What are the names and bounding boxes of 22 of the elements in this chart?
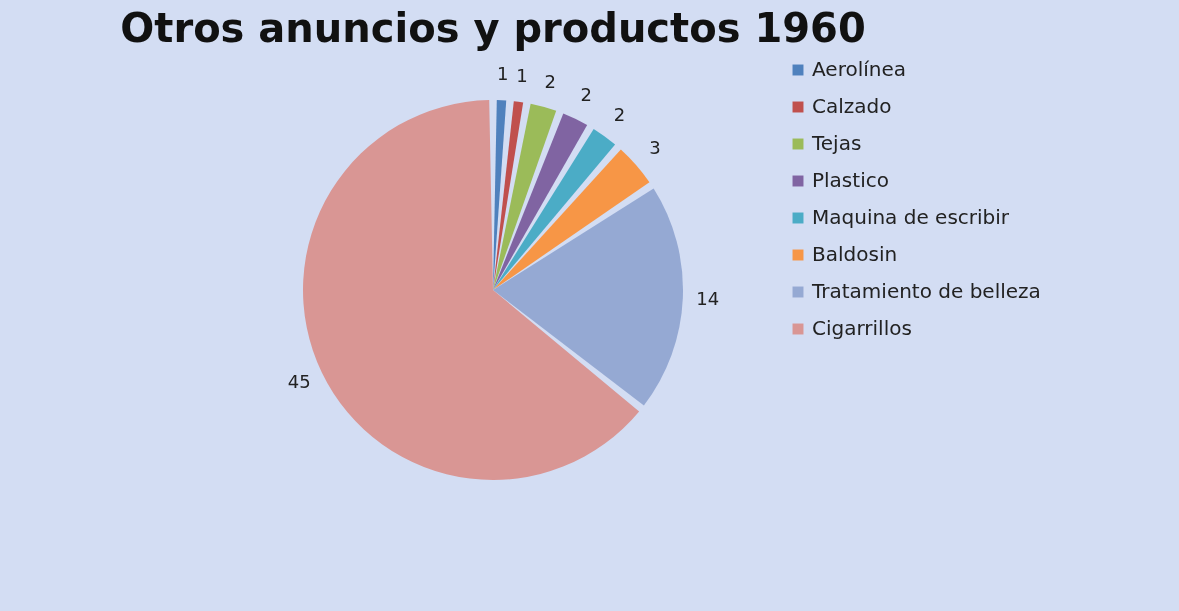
pie-slice [493, 113, 588, 290]
legend-label: Aerolínea [812, 57, 907, 81]
pie-slice [493, 128, 616, 290]
data-label: 1 [496, 63, 509, 85]
data-label: 45 [287, 371, 311, 393]
pie-slice [493, 149, 650, 290]
data-label: 3 [649, 136, 661, 158]
data-label: 2 [613, 104, 626, 126]
legend-label: Calzado [812, 94, 892, 118]
data-label: 2 [580, 84, 593, 106]
chart-title: Otros anuncios y productos 1960 [120, 5, 866, 51]
legend-label: Maquina de escribir [812, 205, 1010, 229]
pie-slice [493, 101, 524, 290]
legend-label: Plastico [812, 168, 889, 192]
data-label: 2 [544, 70, 556, 92]
data-label: 14 [696, 287, 720, 309]
data-label: 1 [516, 64, 528, 86]
legend-label: Cigarrillos [812, 316, 912, 340]
legend-label: Tejas [811, 131, 862, 155]
pie-slice [493, 103, 557, 290]
legend-label: Tratamiento de belleza [811, 279, 1041, 303]
legend-label: Baldosin [812, 242, 898, 266]
